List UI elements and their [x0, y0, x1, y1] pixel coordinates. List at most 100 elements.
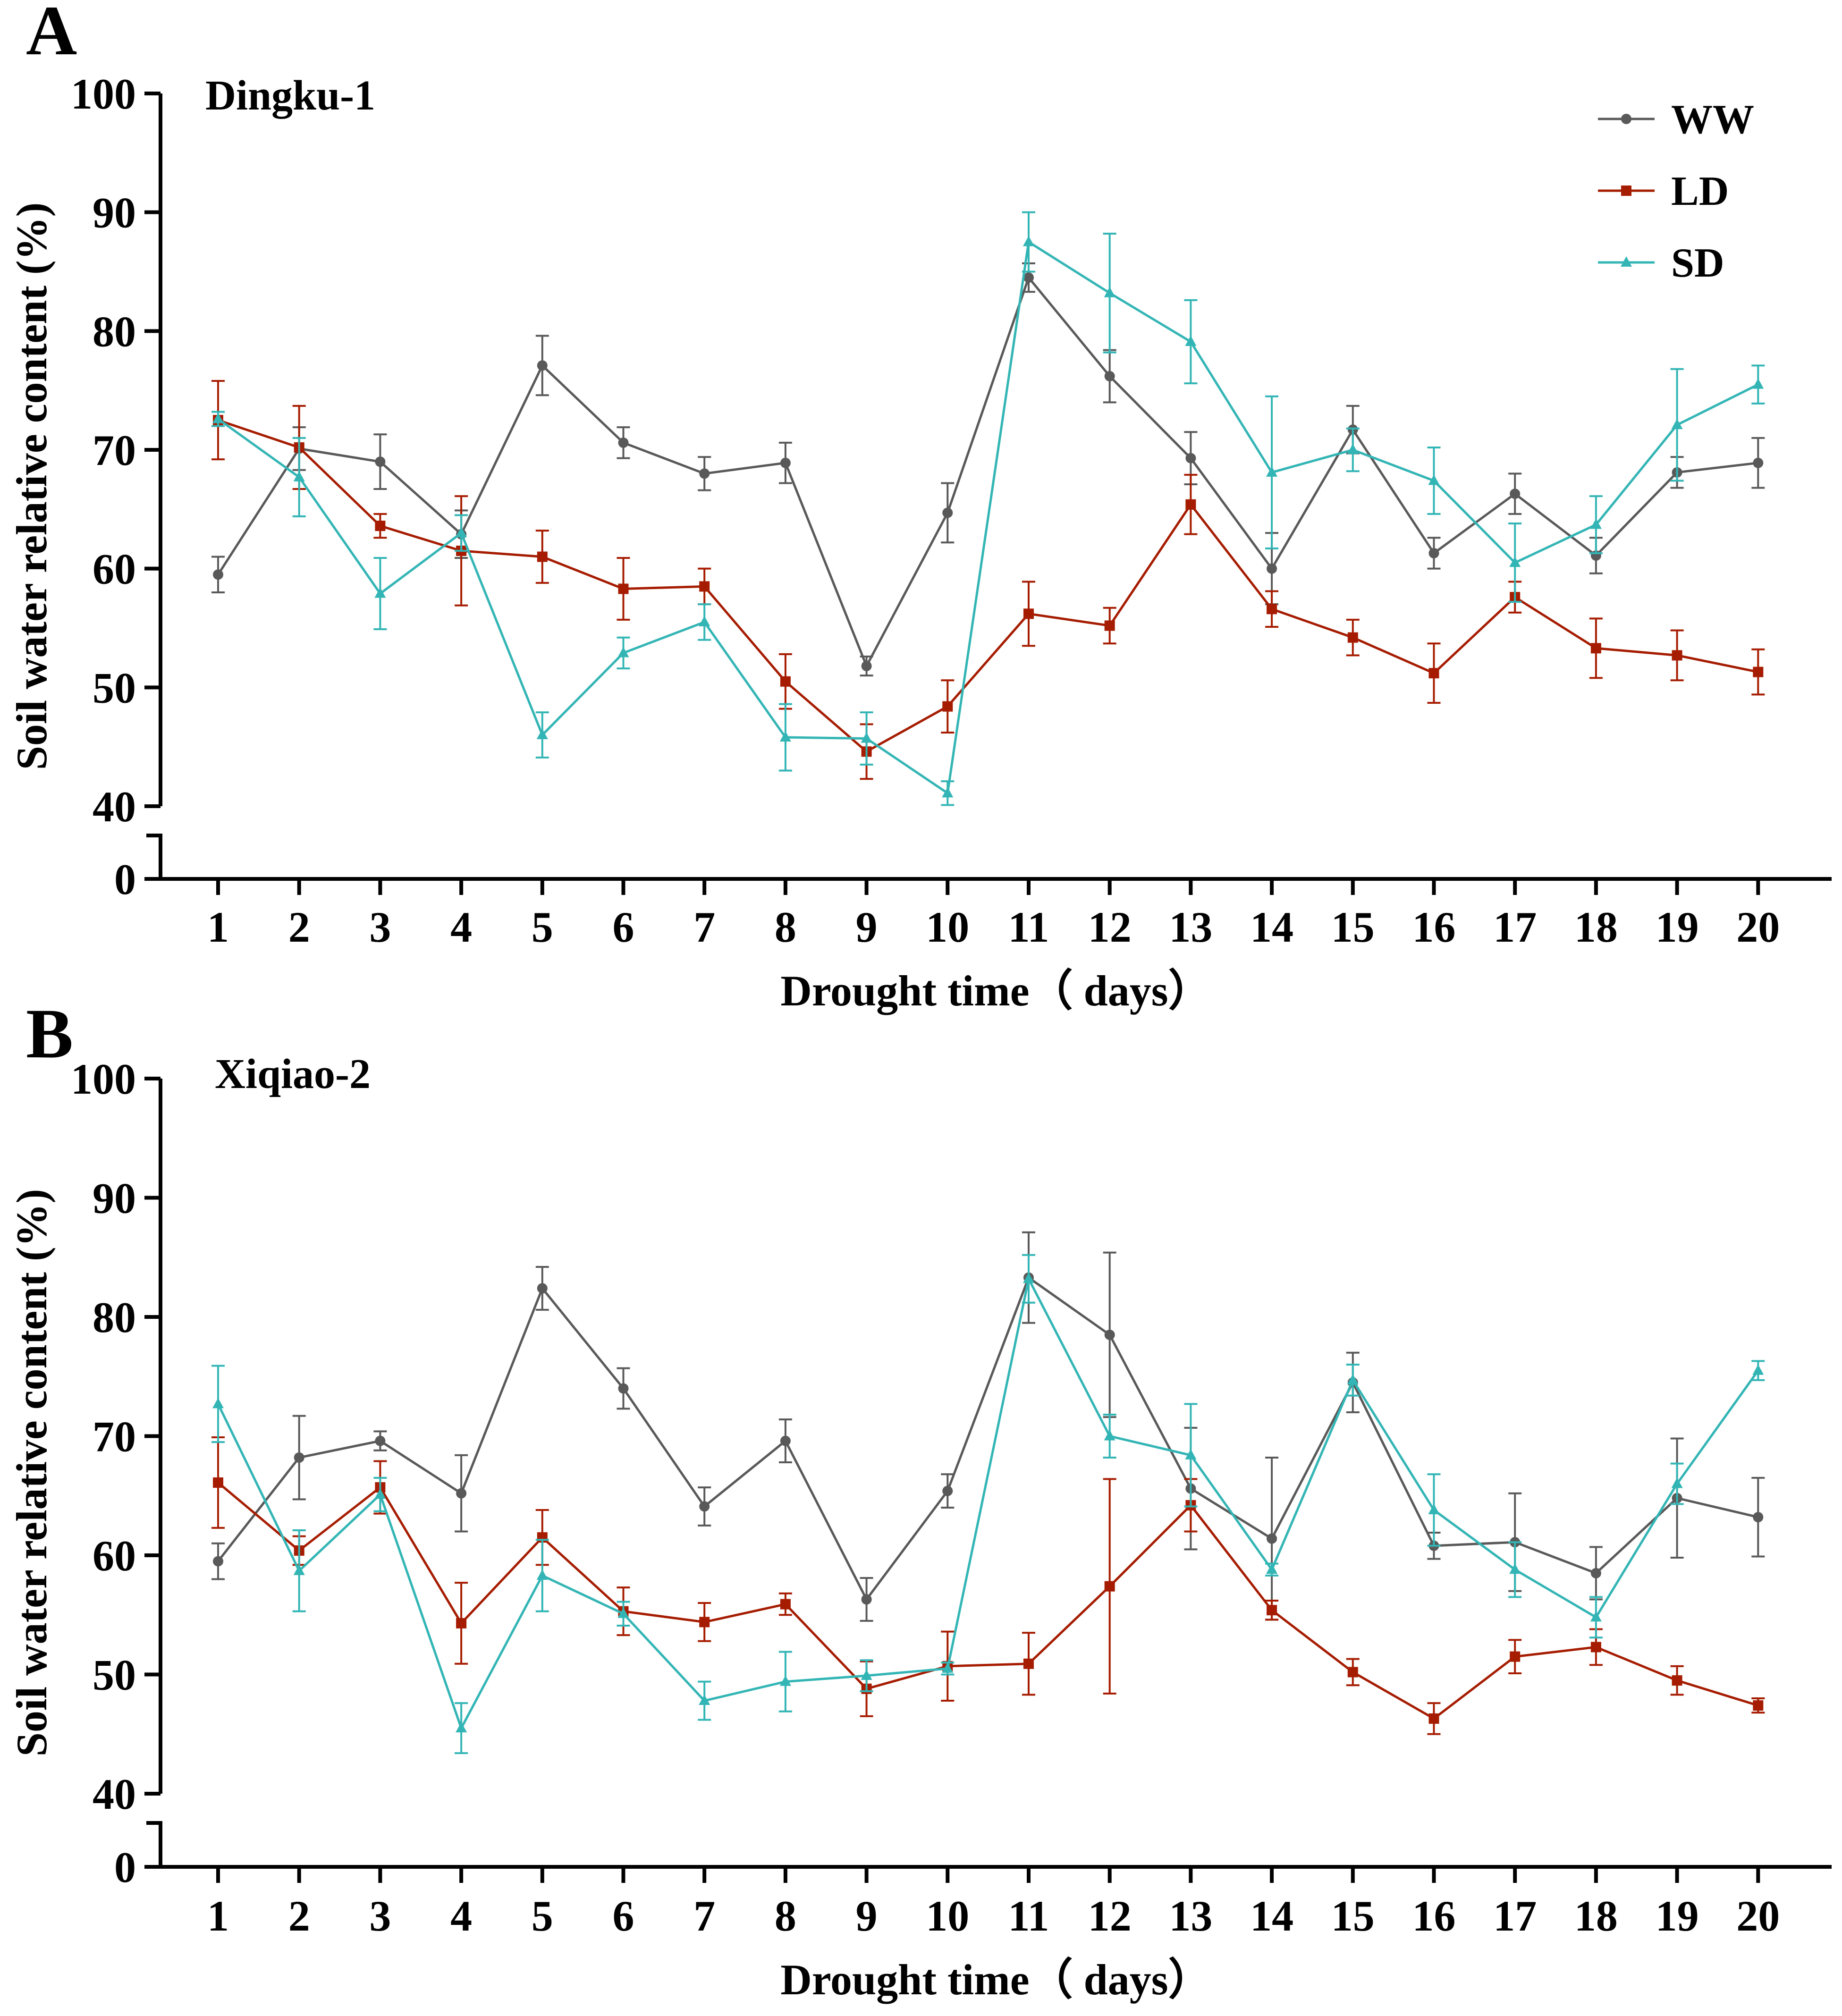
data-point [293, 471, 305, 481]
data-point [1185, 1449, 1197, 1459]
data-point [942, 787, 954, 798]
data-point [1590, 518, 1602, 529]
data-point [699, 1695, 710, 1705]
x-tick-label: 2 [288, 903, 310, 951]
x-tick-label: 2 [288, 1892, 310, 1940]
data-point [1590, 1611, 1602, 1622]
data-point [942, 507, 953, 518]
chart-title: Xiqiao-2 [215, 1051, 371, 1097]
data-point [375, 1435, 386, 1446]
data-point [1347, 444, 1359, 454]
data-point [1023, 272, 1034, 283]
legend-label-sd: SD [1671, 240, 1724, 286]
x-tick-label: 13 [1169, 903, 1212, 951]
data-point [1753, 666, 1764, 677]
data-point [1267, 563, 1277, 574]
x-tick-label: 3 [369, 903, 391, 951]
data-point [374, 587, 386, 598]
data-point [699, 581, 710, 592]
data-point [1104, 371, 1115, 381]
y-tick-label: 40 [93, 1770, 136, 1818]
data-point [1266, 1563, 1278, 1574]
data-point [942, 1662, 954, 1673]
data-point [861, 732, 872, 743]
series-line-ld [218, 419, 1758, 753]
series-ld [211, 380, 1765, 780]
data-point [779, 1675, 791, 1686]
data-point [780, 1599, 791, 1610]
data-point [1267, 1605, 1277, 1616]
y-tick-label: 60 [93, 1532, 136, 1580]
x-tick-label: 14 [1250, 903, 1293, 951]
data-point [1428, 1713, 1439, 1724]
data-point [1267, 1533, 1277, 1544]
data-point [1185, 453, 1196, 464]
data-point [1752, 1364, 1764, 1375]
data-point [537, 551, 548, 562]
x-tick-label: 18 [1574, 1892, 1618, 1940]
data-point [1023, 1658, 1034, 1669]
x-tick-label: 6 [613, 903, 634, 951]
data-point [617, 1607, 629, 1618]
y-tick-label: 100 [71, 70, 136, 118]
data-point [1590, 1568, 1601, 1578]
legend-marker [1621, 256, 1632, 267]
panel-letter: B [26, 995, 73, 1073]
x-tick-label: 8 [775, 1892, 796, 1940]
data-point [699, 616, 710, 626]
data-point [942, 701, 953, 712]
y-tick-label: 60 [93, 545, 136, 593]
x-tick-label: 4 [450, 903, 472, 951]
data-point [536, 1569, 548, 1580]
y-tick-label: 0 [114, 1843, 136, 1891]
chart-title: Dingku-1 [205, 72, 375, 119]
data-point [1753, 457, 1764, 468]
data-point [942, 1485, 953, 1496]
y-tick-label: 70 [93, 426, 136, 474]
x-tick-label: 15 [1331, 1892, 1375, 1940]
series-sd [211, 1254, 1765, 1755]
x-tick-label: 5 [532, 903, 553, 951]
data-point [537, 360, 548, 371]
y-tick-label: 80 [93, 1293, 136, 1341]
x-tick-label: 10 [926, 903, 969, 951]
data-point [1753, 1512, 1764, 1523]
legend: WW LD SD [1598, 97, 1754, 286]
data-point [1185, 499, 1196, 510]
x-tick-label: 11 [1008, 903, 1049, 951]
data-point [374, 1488, 386, 1499]
data-point [1185, 335, 1197, 346]
data-point [536, 729, 548, 739]
data-point [1509, 557, 1521, 567]
data-point [1753, 1700, 1764, 1711]
data-point [1023, 1273, 1034, 1283]
data-point [780, 457, 791, 468]
data-point [1509, 1563, 1521, 1574]
x-tick-label: 6 [613, 1892, 634, 1940]
y-tick-label: 0 [114, 855, 136, 903]
data-point [1267, 604, 1277, 615]
series-ww [211, 1231, 1765, 1622]
x-tick-label: 7 [693, 1892, 715, 1940]
x-tick-label: 16 [1412, 903, 1456, 951]
data-point [1671, 1477, 1683, 1488]
series-line-ww [217, 1275, 1758, 1602]
legend-label-ld: LD [1671, 169, 1729, 214]
data-point [456, 1618, 467, 1628]
x-tick-label: 1 [207, 1892, 229, 1940]
data-point [1590, 1642, 1601, 1653]
data-point [1104, 1329, 1115, 1340]
panel-letter: A [26, 0, 77, 70]
data-point [1347, 1374, 1359, 1384]
data-point [1104, 620, 1115, 631]
data-point [1266, 466, 1278, 477]
data-point [617, 647, 629, 658]
series-line-ww [217, 275, 1758, 669]
data-point [1428, 474, 1440, 485]
y-tick-label: 70 [93, 1413, 136, 1461]
x-tick-label: 5 [532, 1892, 553, 1940]
data-point [780, 676, 791, 687]
x-tick-label: 17 [1493, 903, 1537, 951]
